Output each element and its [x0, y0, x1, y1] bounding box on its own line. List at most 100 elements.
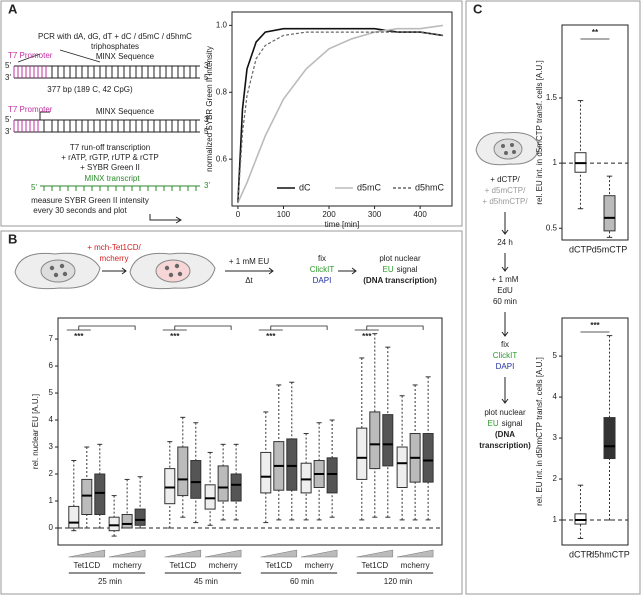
- transcript-label: MINX transcript: [84, 174, 140, 183]
- box: [204, 484, 216, 510]
- significance-bracket: [258, 325, 328, 331]
- y-tick-label: 7: [49, 334, 54, 343]
- diagram-text: Δt: [245, 276, 253, 285]
- cell-icons: [14, 132, 541, 290]
- box: [603, 195, 616, 232]
- diagram-text: fix: [501, 340, 509, 349]
- eu-word: EU: [487, 419, 498, 428]
- box: [121, 513, 133, 529]
- y-tick-label: 6: [49, 361, 54, 370]
- y-tick-label: 1.5: [546, 93, 558, 102]
- diagram-text: + 1 mM: [492, 275, 519, 284]
- x-tick-label: Tet1CD: [169, 561, 196, 570]
- gradient-wedge: [301, 549, 338, 558]
- y-tick-label: 1: [553, 158, 558, 167]
- signal-word: signal: [502, 419, 523, 428]
- y-tick-label: 5: [49, 388, 54, 397]
- gradient-wedge: [164, 549, 202, 558]
- diagram-text: measure SYBR Green II intensity: [31, 196, 149, 205]
- y-tick-label: 2: [49, 469, 54, 478]
- panel-label: A: [8, 1, 18, 16]
- diagram-text: 24 h: [497, 238, 513, 247]
- box: [94, 473, 106, 515]
- box: [382, 414, 394, 467]
- diagram-text: plot nuclear: [379, 254, 421, 263]
- strand-end: 3': [5, 73, 11, 82]
- y-tick-label: 4: [553, 392, 558, 401]
- promoter-rungs: [13, 66, 47, 132]
- diagram-text: fix: [318, 254, 326, 263]
- diagram-text: DAPI: [313, 276, 332, 285]
- diagram-text: T7 run-off transcription: [70, 143, 150, 152]
- diagram-text: + SYBR Green II: [80, 163, 140, 172]
- diagram-text: + rATP, rGTP, rUTP & rCTP: [61, 153, 158, 162]
- dna-diagram: [14, 49, 200, 224]
- box: [68, 505, 80, 529]
- strand-end: 3': [204, 115, 210, 124]
- diagram-text: plot nuclear: [484, 408, 526, 417]
- signal-word: signal: [397, 265, 418, 274]
- diagram-text: EU signal: [382, 265, 417, 274]
- significance: ***: [590, 321, 600, 330]
- significance: ***: [170, 332, 180, 341]
- diagram-text: 60 min: [493, 297, 517, 306]
- transcript: [40, 185, 200, 191]
- strand-end: 5': [5, 115, 11, 124]
- x-tick-label: Tet1CD: [265, 561, 292, 570]
- significance: ***: [266, 332, 276, 341]
- group-label: 60 min: [290, 577, 314, 586]
- sequence-rungs: [43, 66, 197, 132]
- x-tick-label: dCTP: [569, 244, 592, 254]
- promoter-label: T7 Promoter: [8, 51, 53, 60]
- box: [230, 473, 242, 502]
- y-tick-label: 0: [49, 523, 54, 532]
- strand-end: 5': [5, 61, 11, 70]
- diagram-text: triphosphates: [91, 42, 139, 51]
- x-tick-label: mcherry: [209, 561, 238, 570]
- plot-frame: [231, 11, 453, 207]
- box: [356, 427, 368, 480]
- x-tick-label: mcherry: [305, 561, 334, 570]
- strand-end: 3': [204, 61, 210, 70]
- legend-label: dC: [299, 182, 311, 192]
- diagram-text: + 1 mM EU: [229, 257, 269, 266]
- diagram-text: MINX Sequence: [96, 52, 155, 61]
- gradient-wedge: [205, 549, 242, 558]
- y-tick-label: 1.0: [216, 20, 228, 29]
- significance: **: [592, 28, 599, 37]
- significance-bracket: [354, 325, 424, 331]
- group-label: 45 min: [194, 577, 218, 586]
- gradient-wedge: [260, 549, 298, 558]
- x-tick-label: Tet1CD: [361, 561, 388, 570]
- box: [190, 460, 202, 499]
- transfection-text: mcherry: [100, 254, 129, 263]
- group-label: 120 min: [384, 577, 412, 586]
- y-tick-label: 0.8: [216, 87, 228, 96]
- box: [326, 457, 338, 494]
- panel-label: B: [8, 231, 17, 246]
- y-tick-label: 3: [553, 433, 558, 442]
- x-tick-label: d5mCTP: [592, 244, 628, 254]
- diagram-text: (DNA transcription): [363, 276, 437, 285]
- box: [603, 417, 616, 460]
- panel-a-frame: [0, 0, 463, 227]
- x-tick-label: 0: [236, 210, 241, 219]
- series-line: [237, 31, 443, 203]
- diagram-text: DAPI: [496, 362, 515, 371]
- diagram-text: EU signal: [487, 419, 522, 428]
- plot-frame: [57, 317, 443, 546]
- panel-b-frame: [0, 230, 463, 595]
- box: [217, 465, 229, 502]
- diagram-text: EdU: [497, 286, 513, 295]
- box: [574, 513, 587, 525]
- x-tick-label: d5hmCTP: [589, 549, 630, 559]
- strand-end: 3': [5, 127, 11, 136]
- box: [81, 478, 93, 515]
- diagram-text: ClickIT: [493, 351, 518, 360]
- diagram-text: 377 bp (189 C, 42 CpG): [47, 85, 133, 94]
- diagram-text: + dCTP/: [490, 175, 520, 184]
- x-tick-label: 400: [413, 210, 427, 219]
- y-tick-label: 5: [553, 351, 558, 360]
- x-tick-label: mcherry: [401, 561, 430, 570]
- diagram-text: MINX Sequence: [96, 107, 155, 116]
